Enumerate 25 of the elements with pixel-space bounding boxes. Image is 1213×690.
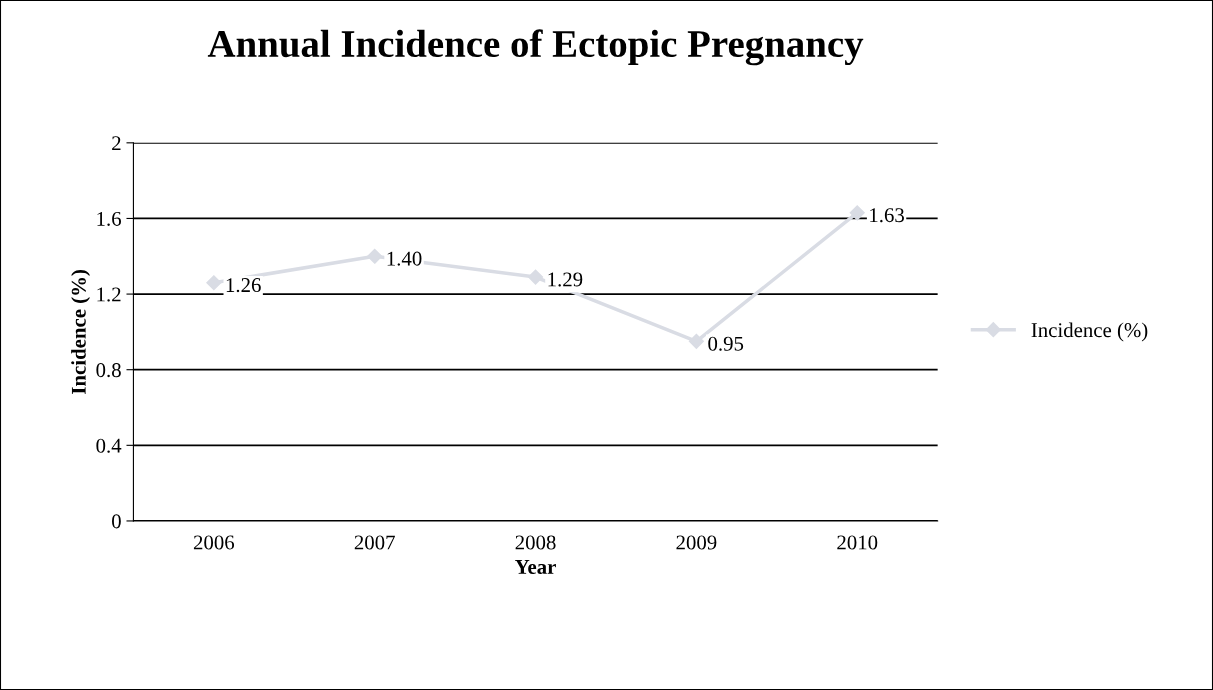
chart-title: Annual Incidence of Ectopic Pregnancy [207, 29, 864, 66]
x-tick-label: 2010 [837, 535, 878, 550]
x-tick-label: 2009 [676, 535, 717, 550]
legend-label: Incidence (%) [1031, 322, 1148, 342]
data-label: 1.26 [226, 278, 261, 293]
point [206, 275, 222, 291]
y-tick-label: 2 [112, 136, 121, 151]
point [688, 333, 704, 349]
y-tick-label: 0.8 [96, 363, 121, 378]
data-label: 1.63 [870, 208, 904, 223]
data-label: 1.40 [387, 251, 422, 266]
x-axis-title: Year [515, 560, 556, 574]
y-tick-label: 1.2 [97, 287, 121, 302]
data-label: 0.95 [708, 336, 744, 351]
point [367, 248, 383, 264]
point [849, 205, 865, 221]
x-tick-label: 2008 [515, 535, 556, 550]
x-tick-label: 2007 [354, 535, 395, 550]
y-tick-label: 0 [112, 514, 121, 529]
y-axis-title: Incidence (%) [71, 270, 91, 394]
x-tick-label: 2006 [193, 535, 235, 550]
data-label: 1.29 [548, 272, 583, 287]
y-tick-label: 0.4 [96, 438, 122, 453]
point [527, 269, 544, 285]
y-tick-label: 1.6 [97, 211, 121, 226]
